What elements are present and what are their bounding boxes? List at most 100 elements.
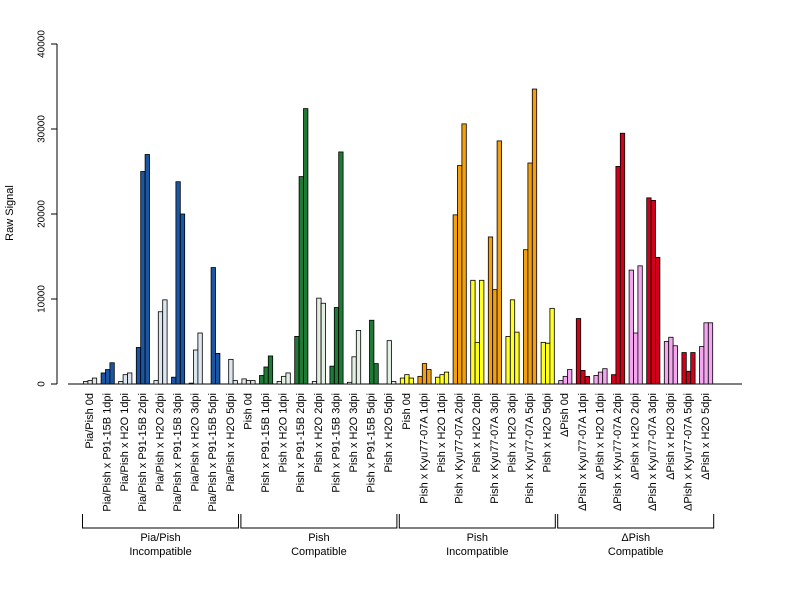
bar — [276, 381, 282, 385]
bar — [245, 380, 252, 385]
bar — [435, 376, 441, 385]
bar — [100, 372, 106, 385]
bar — [655, 256, 661, 385]
bar — [399, 377, 406, 385]
bar — [421, 363, 428, 385]
bar — [281, 375, 287, 385]
bar — [663, 341, 670, 385]
category-label: Pia/Pish x P91-15B 1dpi — [102, 393, 114, 512]
bar — [575, 318, 582, 385]
category-labels: Pia/Pish 0d Pia/Pish x P91-15B 1dpi Pia/Pi… — [84, 393, 712, 512]
category-label: ΔPish x Kyu77-07A 1dpi — [577, 393, 589, 511]
group-label-line1: Pish — [467, 532, 488, 544]
category-label: ΔPish x Kyu77-07A 2dpi — [612, 393, 624, 511]
bar — [140, 171, 146, 385]
category-label: Pia/Pish x H2O 1dpi — [119, 393, 131, 491]
category-label: ΔPish x H2O 5dpi — [700, 393, 712, 480]
category-label: Pish x Kyu77-07A 5dpi — [524, 393, 536, 504]
bar — [611, 374, 617, 385]
group-label-line1: ΔPish — [621, 532, 650, 544]
bar — [672, 345, 678, 385]
bar — [241, 378, 247, 385]
bar — [355, 330, 362, 385]
y-tick-label: 10000 — [37, 285, 48, 313]
bar — [668, 336, 674, 385]
category-label: Pia/Pish 0d — [84, 393, 96, 449]
bar — [83, 381, 89, 385]
bar — [646, 197, 652, 385]
bar — [338, 151, 344, 385]
bar — [87, 380, 93, 385]
bar — [210, 267, 216, 385]
bar — [298, 176, 304, 385]
bar — [193, 349, 199, 385]
bar — [157, 311, 164, 385]
bar — [250, 380, 256, 385]
category-label: ΔPish x Kyu77-07A 5dpi — [682, 393, 694, 511]
category-label: Pia/Pish x H2O 2dpi — [154, 393, 166, 491]
bar — [474, 341, 480, 385]
category-label: Pish 0d — [242, 393, 254, 430]
bar — [597, 371, 604, 385]
y-axis: 0 10000 20000 30000 40000 — [37, 30, 58, 387]
bar — [267, 355, 274, 385]
category-label: Pish x P91-15B 1dpi — [260, 393, 272, 493]
bar — [492, 289, 498, 385]
bar — [197, 332, 203, 385]
bar — [452, 214, 458, 385]
category-label: Pish x H2O 5dpi — [542, 393, 554, 472]
bar — [285, 372, 291, 385]
bar — [439, 374, 445, 385]
category-label: Pish x Kyu77-07A 3dpi — [489, 393, 501, 504]
bar — [602, 368, 608, 385]
bar — [386, 340, 392, 385]
bar — [171, 376, 177, 385]
bar — [509, 299, 516, 385]
bar — [637, 265, 643, 385]
category-label: Pish x H2O 3dpi — [348, 393, 360, 472]
bar — [584, 375, 590, 385]
bar — [303, 108, 309, 385]
category-label: ΔPish 0d — [559, 393, 571, 437]
category-label: Pish x P91-15B 2dpi — [295, 393, 307, 493]
bar — [404, 374, 410, 385]
category-label: Pish x Kyu77-07A 1dpi — [418, 393, 430, 504]
bar — [118, 381, 124, 385]
bar — [333, 307, 340, 385]
bar — [690, 352, 696, 385]
bar — [351, 356, 357, 385]
bar — [461, 123, 467, 385]
bar — [685, 370, 692, 385]
bar — [487, 236, 494, 385]
bar — [122, 374, 128, 385]
bar — [144, 154, 150, 385]
y-tick-label: 40000 — [37, 30, 48, 58]
y-tick-label: 30000 — [37, 115, 48, 143]
bar — [263, 366, 269, 385]
bar — [232, 380, 238, 385]
bar — [699, 346, 705, 385]
category-label: ΔPish x H2O 1dpi — [594, 393, 606, 480]
category-label: Pia/Pish x H2O 3dpi — [190, 393, 202, 491]
bar — [527, 162, 533, 385]
group-bracket — [557, 514, 715, 529]
bar — [470, 279, 476, 385]
group-bracket — [240, 514, 398, 529]
bar — [567, 369, 573, 385]
bar — [545, 342, 551, 385]
bar — [505, 335, 511, 385]
group-label-line2: Compatible — [291, 546, 347, 558]
bar — [127, 372, 133, 385]
bar — [215, 352, 221, 385]
bar — [294, 335, 300, 385]
bar — [329, 365, 335, 385]
bar — [443, 371, 450, 385]
bar — [580, 369, 586, 385]
category-label: ΔPish x Kyu77-07A 3dpi — [647, 393, 659, 511]
category-label: Pish x Kyu77-07A 2dpi — [454, 393, 466, 504]
bar — [558, 380, 564, 385]
bar — [650, 199, 656, 385]
bar — [373, 363, 379, 385]
bar — [179, 213, 186, 385]
